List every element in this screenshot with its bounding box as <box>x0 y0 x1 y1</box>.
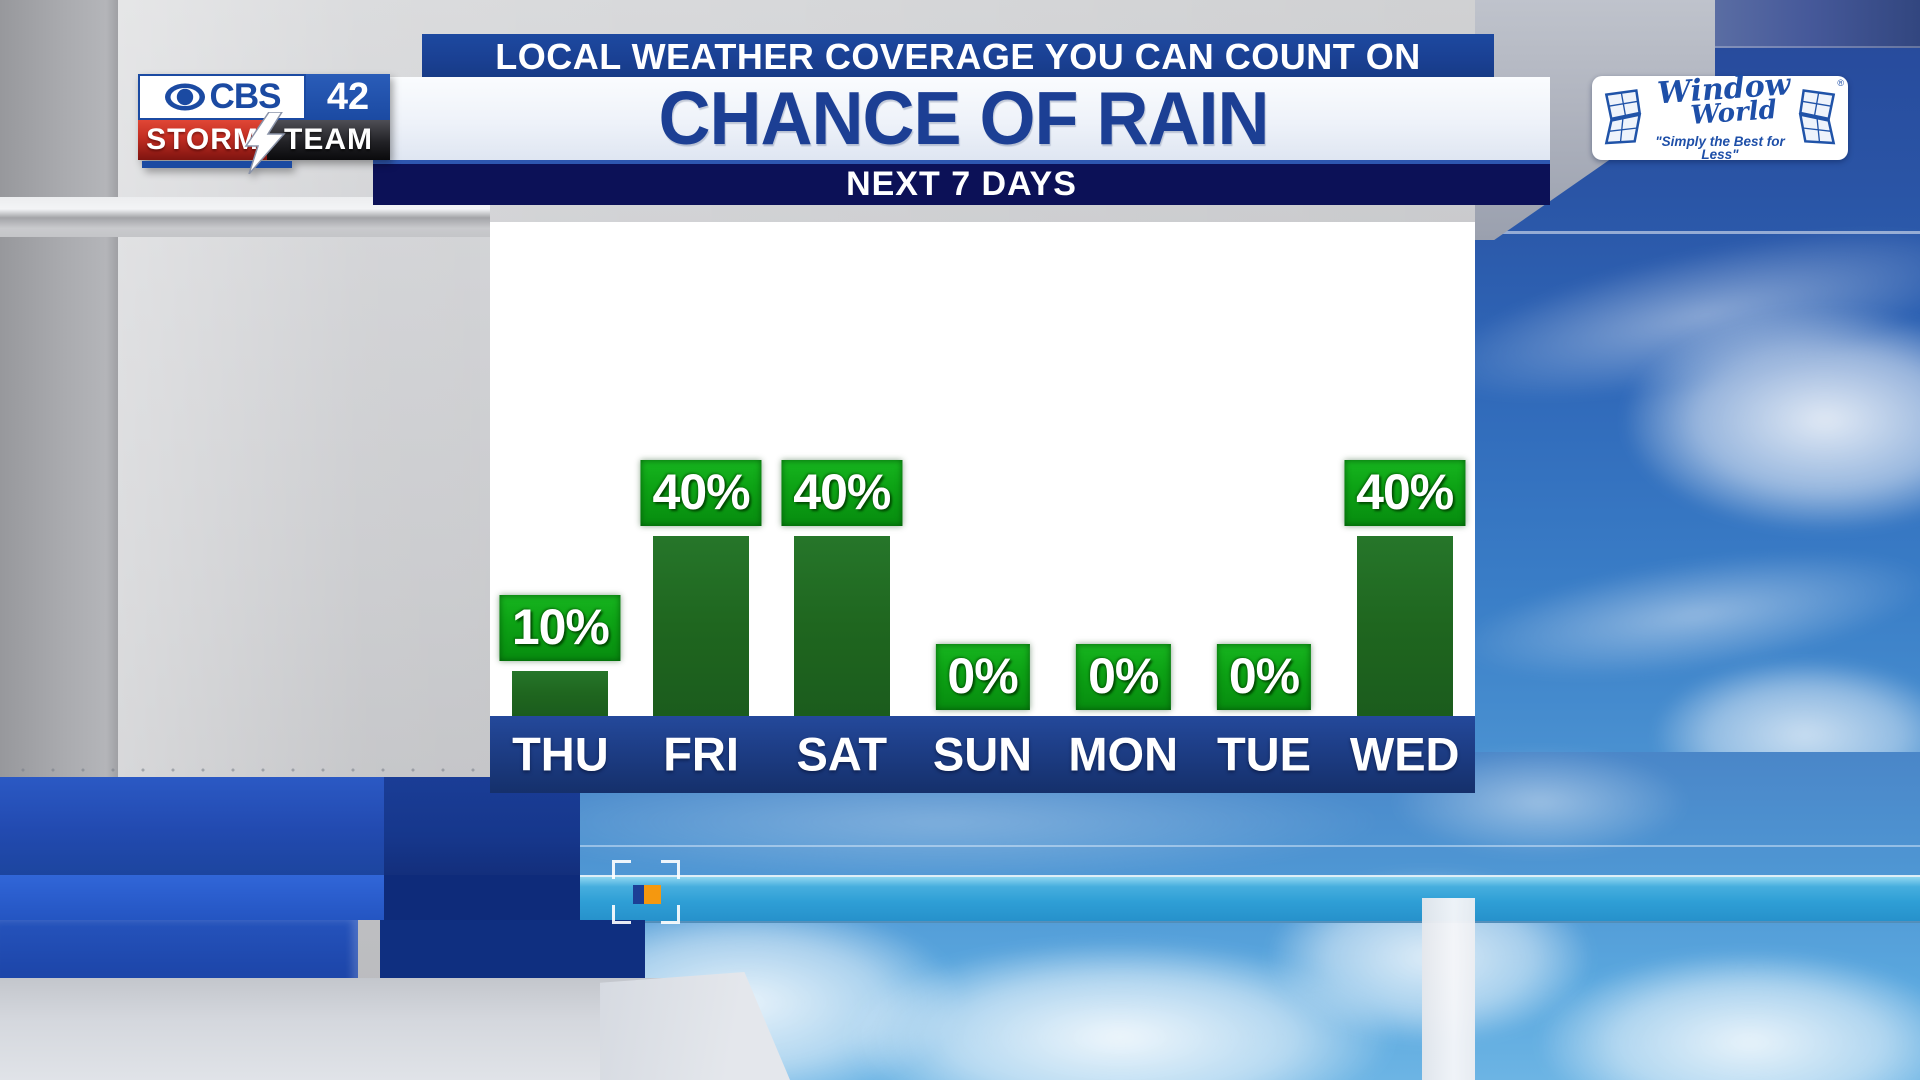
day-label-sun: SUN <box>932 726 1033 780</box>
rain-bar-fri <box>653 536 750 716</box>
page-title: CHANCE OF RAIN <box>658 76 1270 161</box>
day-label-sat: SAT <box>796 726 888 780</box>
chart-plot-area: 10% 40% 40% 0% 0% 0% 40% <box>490 222 1475 716</box>
forecast-column-mon: 0% <box>1053 222 1194 716</box>
axis-column-sat: SAT <box>771 716 912 793</box>
focus-bracket-frame <box>612 860 680 924</box>
desk-base-box-dark <box>380 920 645 980</box>
window-icon-left <box>1604 89 1642 145</box>
storm-team-row: STORM TEAM <box>138 112 390 174</box>
rain-bar-thu <box>512 671 609 716</box>
sponsor-tagline: "Simply the Best for Less" <box>1655 133 1785 162</box>
rain-value-badge-wed: 40% <box>1344 460 1466 526</box>
forecast-column-wed: 40% <box>1334 222 1475 716</box>
window-world-wordmark: Window World "Simply the Best for Less" <box>1648 67 1792 162</box>
day-label-thu: THU <box>512 726 609 780</box>
top-banner-text: LOCAL WEATHER COVERAGE YOU CAN COUNT ON <box>495 36 1421 77</box>
rain-value-badge-sun: 0% <box>935 644 1030 710</box>
chart-day-axis: THU FRI SAT SUN MON TUE WED <box>490 716 1475 793</box>
channel-42-box: 42 <box>306 74 390 120</box>
day-label-wed: WED <box>1349 726 1460 780</box>
top-right-blue-band <box>1715 0 1920 48</box>
desk-panel-bright <box>0 777 384 875</box>
storm-label: STORM <box>138 120 268 160</box>
forecast-column-sat: 40% <box>771 222 912 716</box>
navy-marker-square <box>633 885 644 904</box>
top-banner: LOCAL WEATHER COVERAGE YOU CAN COUNT ON <box>422 34 1494 80</box>
logo-underline <box>142 161 292 168</box>
cbs-white-box: CBS <box>138 74 306 120</box>
cbs42-row: CBS 42 <box>138 74 390 120</box>
cloud <box>1540 952 1920 1080</box>
axis-column-sun: SUN <box>912 716 1053 793</box>
axis-column-fri: FRI <box>631 716 772 793</box>
axis-column-wed: WED <box>1334 716 1475 793</box>
rain-bar-wed <box>1356 536 1453 716</box>
axis-column-thu: THU <box>490 716 631 793</box>
rain-bar-sat <box>793 536 890 716</box>
day-label-fri: FRI <box>663 726 739 780</box>
wall-led-dots <box>0 755 562 773</box>
registered-mark: ® <box>1837 78 1844 88</box>
rain-value-badge-fri: 40% <box>640 460 762 526</box>
desk-strip-bright <box>0 875 384 920</box>
glass-seam <box>1475 231 1920 234</box>
window-icon-right <box>1798 89 1836 145</box>
page-subtitle: NEXT 7 DAYS <box>846 165 1077 203</box>
window-world-logo: ® Window World "Simply the Best for Less… <box>1592 67 1848 162</box>
rain-value-badge-sat: 40% <box>781 460 903 526</box>
rain-value-badge-tue: 0% <box>1216 644 1312 710</box>
white-pillar <box>1422 898 1475 1080</box>
forecast-column-thu: 10% <box>490 222 631 716</box>
cyan-glass-shelf <box>578 875 1920 923</box>
axis-column-mon: MON <box>1053 716 1194 793</box>
subtitle-bar: NEXT 7 DAYS <box>373 160 1550 205</box>
orange-marker-square <box>644 885 661 904</box>
cbs-eye-icon <box>164 83 205 111</box>
rain-value-badge-mon: 0% <box>1076 644 1171 710</box>
title-bar: CHANCE OF RAIN <box>377 77 1550 160</box>
forecast-column-sun: 0% <box>912 222 1053 716</box>
forecast-column-fri: 40% <box>631 222 772 716</box>
team-label: TEAM <box>267 120 390 160</box>
cbs42-storm-team-logo: CBS 42 STORM TEAM <box>138 74 390 174</box>
lightning-bolt-icon <box>244 112 286 174</box>
desk-strip-dark <box>384 875 580 920</box>
cbs-network-text: CBS <box>209 77 282 116</box>
rain-chance-bar-chart: 10% 40% 40% 0% 0% 0% 40% THU FRI SAT SUN MON TUE WED <box>490 222 1475 793</box>
day-label-mon: MON <box>1068 726 1179 780</box>
rain-value-badge-thu: 10% <box>499 595 621 661</box>
glass-seam <box>578 845 1920 847</box>
forecast-column-tue: 0% <box>1194 222 1335 716</box>
desk-panel-dark <box>384 777 580 875</box>
axis-column-tue: TUE <box>1194 716 1335 793</box>
day-label-tue: TUE <box>1216 726 1311 780</box>
